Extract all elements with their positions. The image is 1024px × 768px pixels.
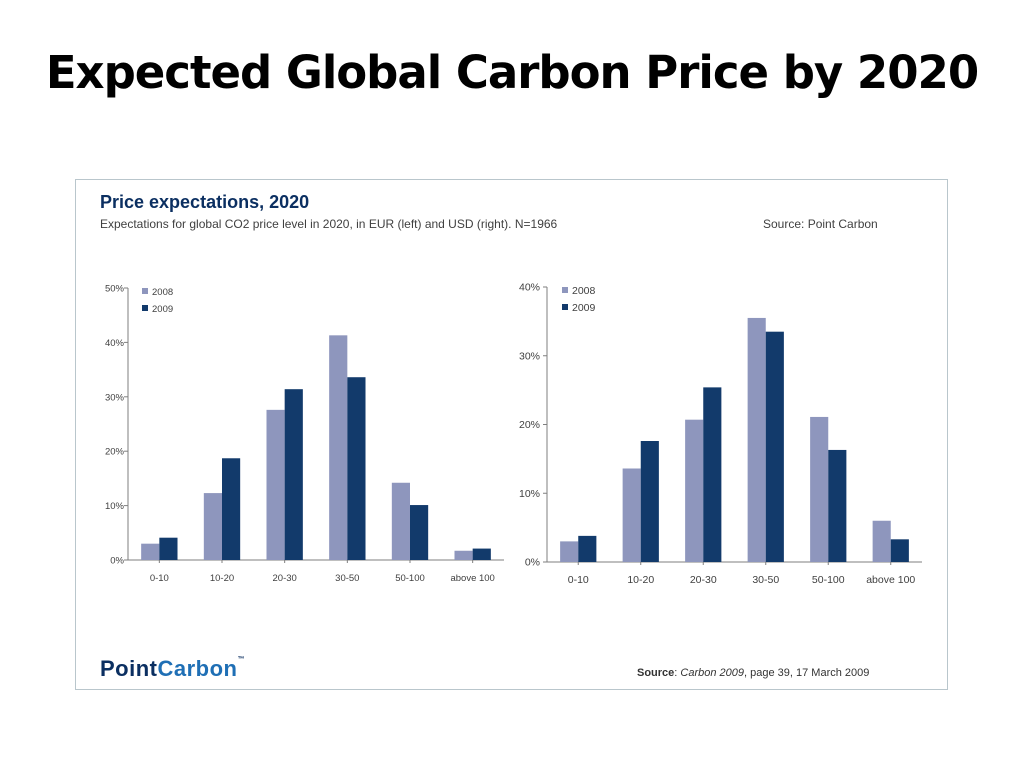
chart-eur-legend-swatch-2008 bbox=[142, 288, 148, 294]
citation: Source: Carbon 2009, page 39, 17 March 2… bbox=[637, 667, 869, 679]
chart-eur-category-label: 10-20 bbox=[210, 573, 234, 584]
chart-usd-bar-2009 bbox=[640, 441, 659, 562]
chart-eur-y-tick-label: 50% bbox=[105, 284, 125, 295]
logo-point-text: Point bbox=[100, 656, 158, 681]
chart-usd-category-label: above 100 bbox=[866, 574, 915, 586]
chart-eur-bar-2009 bbox=[410, 505, 429, 560]
chart-eur-y-tick-label: 40% bbox=[105, 338, 125, 349]
slide-title: Expected Global Carbon Price by 2020 bbox=[45, 46, 979, 99]
chart-eur-category-label: 20-30 bbox=[273, 573, 297, 584]
chart-eur-bar-2008 bbox=[203, 493, 222, 560]
chart-eur-category-label: 0-10 bbox=[150, 573, 169, 584]
chart-usd-y-tick-label: 30% bbox=[519, 350, 540, 362]
chart-eur-bar-2009 bbox=[222, 458, 241, 560]
chart-usd-bar-2009 bbox=[578, 535, 597, 562]
chart-eur-bar-2008 bbox=[141, 543, 160, 560]
chart-eur-legend-label-2008: 2008 bbox=[152, 287, 173, 298]
chart-eur-bar-2008 bbox=[391, 482, 410, 560]
chart-usd-bar-2008 bbox=[810, 416, 829, 562]
chart-eur-legend-swatch-2009 bbox=[142, 305, 148, 311]
logo-trademark: ™ bbox=[237, 656, 245, 663]
chart-eur-bar-2008 bbox=[329, 335, 348, 560]
chart-eur-y-tick-label: 10% bbox=[105, 501, 125, 512]
chart-eur-bar-2009 bbox=[472, 548, 491, 560]
bar-charts: 0% 10% 20% 30% 40% 50% 0-10 10-20 20-30 30-50 50-1… bbox=[105, 282, 922, 586]
chart-usd-bar-2008 bbox=[872, 520, 891, 562]
chart-usd-bar-2008 bbox=[747, 317, 766, 562]
panel-source: Source: Point Carbon bbox=[763, 217, 878, 231]
chart-eur-y-tick-label: 30% bbox=[105, 392, 125, 403]
panel-subtitle: Expectations for global CO2 price level … bbox=[100, 217, 558, 231]
point-carbon-logo: PointCarbon™ bbox=[100, 656, 245, 682]
chart-usd-bar-2008 bbox=[560, 541, 579, 562]
chart-eur-bar-2009 bbox=[347, 377, 366, 560]
chart-eur-bar-2008 bbox=[266, 409, 285, 560]
chart-usd-y-tick-label: 40% bbox=[519, 282, 540, 294]
citation-details: , page 39, 17 March 2009 bbox=[744, 667, 870, 679]
chart-usd-bar-2008 bbox=[622, 468, 641, 562]
chart-usd-y-tick-label: 0% bbox=[525, 557, 540, 569]
chart-usd-legend-swatch-2008 bbox=[562, 287, 568, 293]
chart-usd-category-label: 10-20 bbox=[627, 574, 654, 586]
chart-eur-y-tick-label: 0% bbox=[110, 556, 124, 567]
chart-eur-category-label: 50-100 bbox=[395, 573, 425, 584]
chart-usd-category-label: 0-10 bbox=[568, 574, 589, 586]
chart-usd-bar-2009 bbox=[828, 449, 847, 562]
chart-usd-category-label: 30-50 bbox=[752, 574, 779, 586]
chart-usd-bar-2009 bbox=[890, 539, 909, 562]
chart-eur-y-tick-label: 20% bbox=[105, 447, 125, 458]
chart-usd-legend-label-2009: 2009 bbox=[572, 302, 596, 314]
chart-usd-legend-swatch-2009 bbox=[562, 304, 568, 310]
chart-eur-bar-2009 bbox=[284, 389, 303, 560]
chart-usd-category-label: 50-100 bbox=[812, 574, 845, 586]
citation-separator: : bbox=[674, 667, 681, 679]
logo-carbon-text: Carbon bbox=[157, 656, 238, 681]
chart-usd-bar-2009 bbox=[765, 331, 784, 562]
panel-title: Price expectations, 2020 bbox=[100, 192, 310, 212]
chart-panel: Price expectations, 2020 Expectations fo… bbox=[75, 179, 948, 690]
citation-work: Carbon 2009 bbox=[680, 667, 745, 679]
citation-label: Source bbox=[637, 667, 675, 679]
chart-usd-y-tick-label: 20% bbox=[519, 419, 540, 431]
chart-eur-category-label: above 100 bbox=[450, 573, 494, 584]
chart-usd-bar-2008 bbox=[685, 419, 704, 562]
chart-eur-bar-2009 bbox=[159, 537, 178, 560]
chart-eur-legend-label-2009: 2009 bbox=[152, 304, 173, 315]
chart-eur-category-label: 30-50 bbox=[335, 573, 359, 584]
chart-eur-bar-2008 bbox=[454, 550, 473, 560]
chart-usd-legend-label-2008: 2008 bbox=[572, 285, 596, 297]
chart-usd-bar-2009 bbox=[703, 387, 722, 562]
chart-usd-category-label: 20-30 bbox=[690, 574, 717, 586]
chart-usd-y-tick-label: 10% bbox=[519, 488, 540, 500]
